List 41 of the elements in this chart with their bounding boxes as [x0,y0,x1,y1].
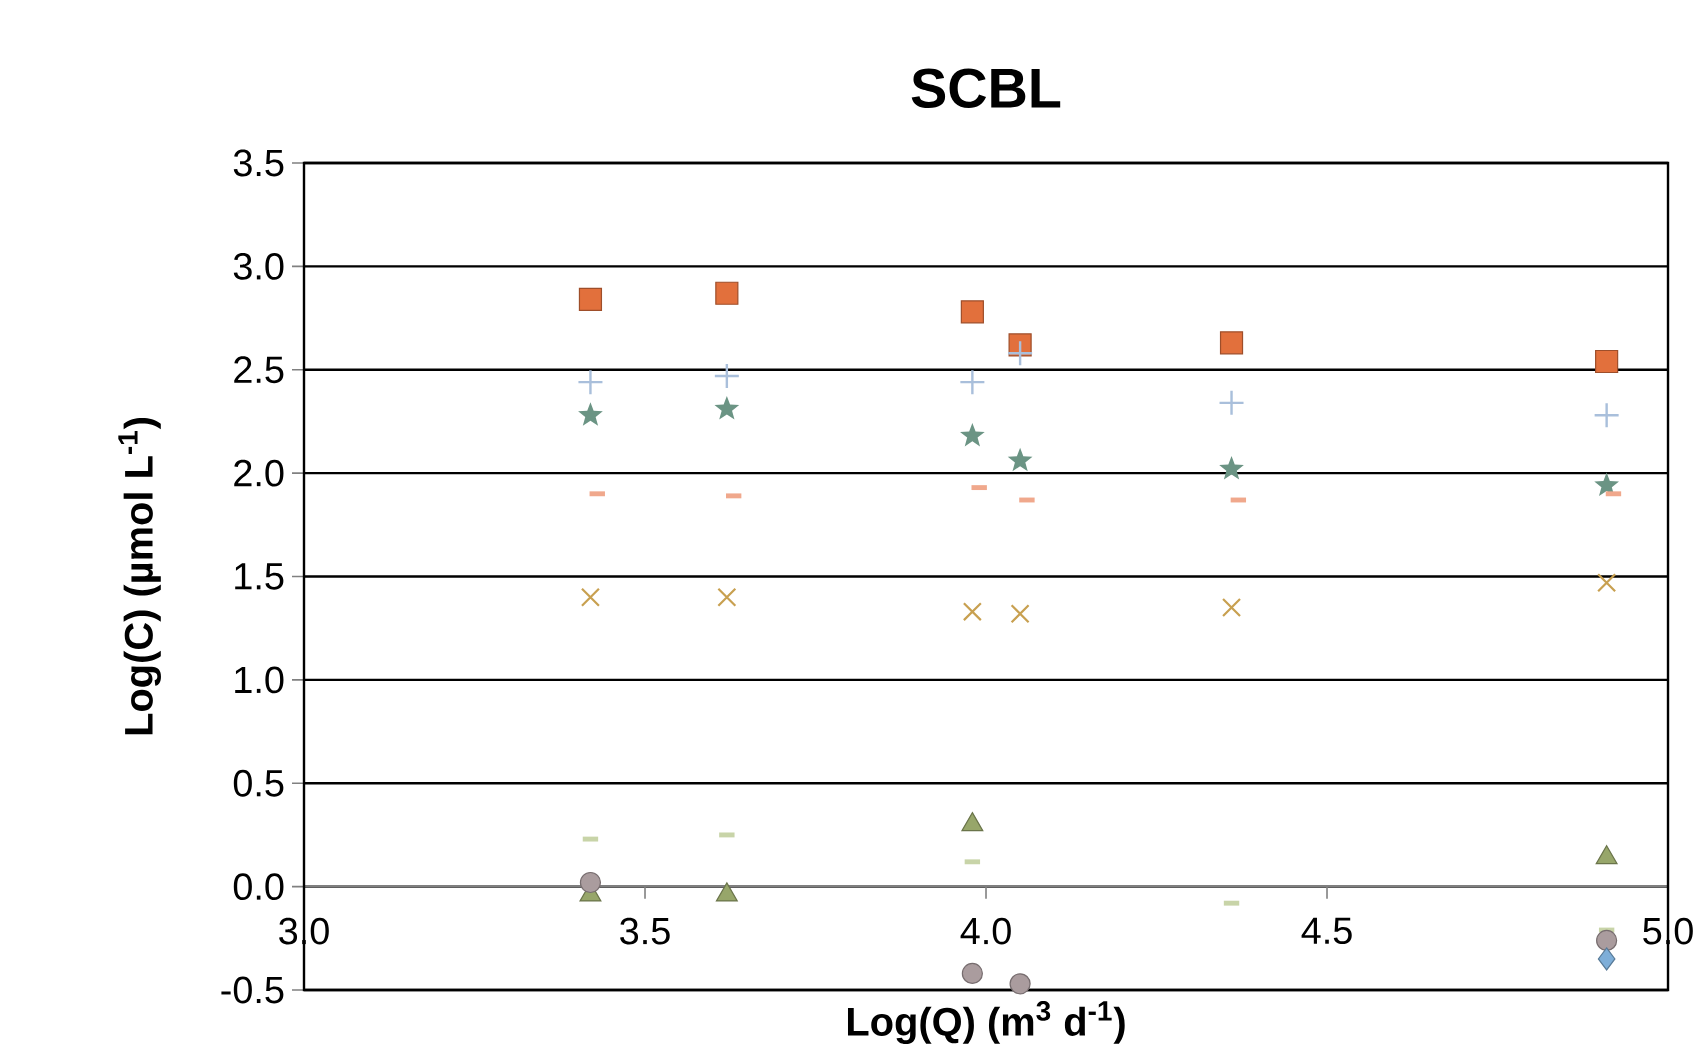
chart-title: SCBL [911,68,1061,108]
point [1007,447,1033,472]
point [579,871,602,894]
point [1219,331,1244,355]
x-tick-label: 4.0 [960,917,1011,945]
point [1597,573,1617,593]
y-tick-label: 2.5 [234,356,284,384]
point [1219,455,1244,480]
y-tick-label: 1.5 [235,563,284,590]
point [580,587,601,607]
y-tick-label: 0.0 [233,873,284,901]
point [1009,973,1031,995]
point [1597,947,1616,971]
point [1594,472,1619,497]
point [1219,390,1244,415]
point [960,300,984,324]
point [578,370,603,395]
y-tick-label: 0.5 [233,769,284,797]
x-tick-label: 3.5 [620,917,670,945]
point [1594,403,1619,428]
point [717,587,737,607]
point [1010,604,1030,624]
x-axis-title: Log(Q) (m$^{3}$ d$^{-1}$) [847,1001,1125,1044]
point [714,396,740,420]
y-tick-label: -0.5 [221,976,284,1004]
x-tick-label: 4.5 [1301,917,1352,945]
point [1595,349,1619,374]
point [715,281,739,305]
point [960,422,985,447]
point [578,287,603,312]
y-tick-label: 2.0 [234,459,284,487]
point [578,402,603,426]
y-tick-label: 1.0 [235,666,284,694]
y-axis-title: Log(C) (µmol L$^{-1}$) [118,418,161,735]
y-tick-label: 3.0 [233,252,284,280]
point [960,370,985,395]
y-tick-label: 3.5 [233,149,284,177]
point [1596,929,1618,951]
point [1221,597,1242,618]
point [961,962,983,985]
point [962,602,982,622]
